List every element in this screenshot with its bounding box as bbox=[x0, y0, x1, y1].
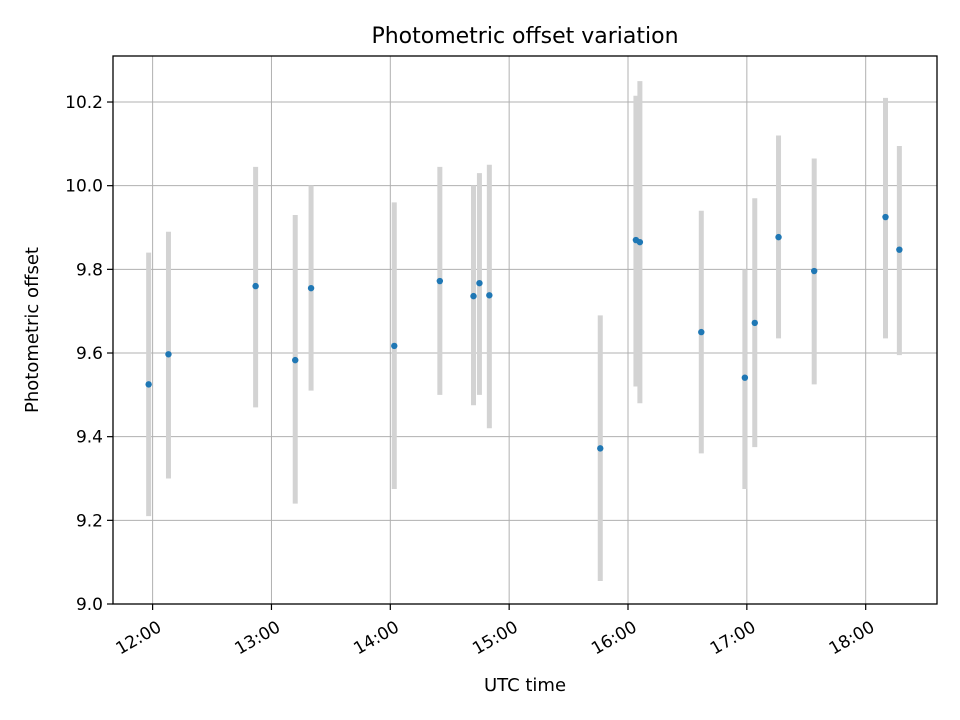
y-tick-label: 9.0 bbox=[76, 595, 103, 615]
data-point bbox=[698, 328, 705, 336]
y-tick-label: 9.2 bbox=[76, 511, 103, 531]
x-axis-label: UTC time bbox=[484, 675, 566, 696]
data-point bbox=[775, 233, 782, 241]
data-point bbox=[597, 445, 604, 452]
y-axis: 9.0 9.2 9.4 9.6 9.8 10.0 10.2 bbox=[65, 93, 113, 615]
data-point bbox=[292, 356, 299, 364]
y-axis-label: Photometric offset bbox=[22, 247, 43, 413]
data-point bbox=[751, 319, 758, 327]
data-point bbox=[896, 246, 903, 253]
y-tick-label: 9.8 bbox=[76, 260, 103, 280]
plot-frame bbox=[112, 55, 938, 605]
data-point bbox=[476, 279, 483, 287]
data-point bbox=[636, 238, 644, 246]
data-point bbox=[391, 342, 398, 350]
data-point bbox=[436, 277, 444, 285]
data-point bbox=[307, 284, 315, 292]
data-point bbox=[470, 292, 477, 300]
y-tick-label: 10.0 bbox=[65, 177, 103, 197]
data-point bbox=[810, 267, 818, 275]
chart-title: Photometric offset variation bbox=[371, 24, 678, 49]
y-tick-label: 9.4 bbox=[76, 428, 103, 448]
data-point bbox=[145, 381, 152, 388]
data-point bbox=[165, 351, 172, 358]
y-tick-label: 10.2 bbox=[65, 93, 103, 113]
data-points bbox=[145, 213, 903, 452]
data-point bbox=[741, 374, 749, 381]
data-point bbox=[486, 292, 493, 299]
y-tick-label: 9.6 bbox=[76, 344, 103, 364]
data-point bbox=[252, 282, 259, 290]
data-point bbox=[882, 213, 889, 221]
